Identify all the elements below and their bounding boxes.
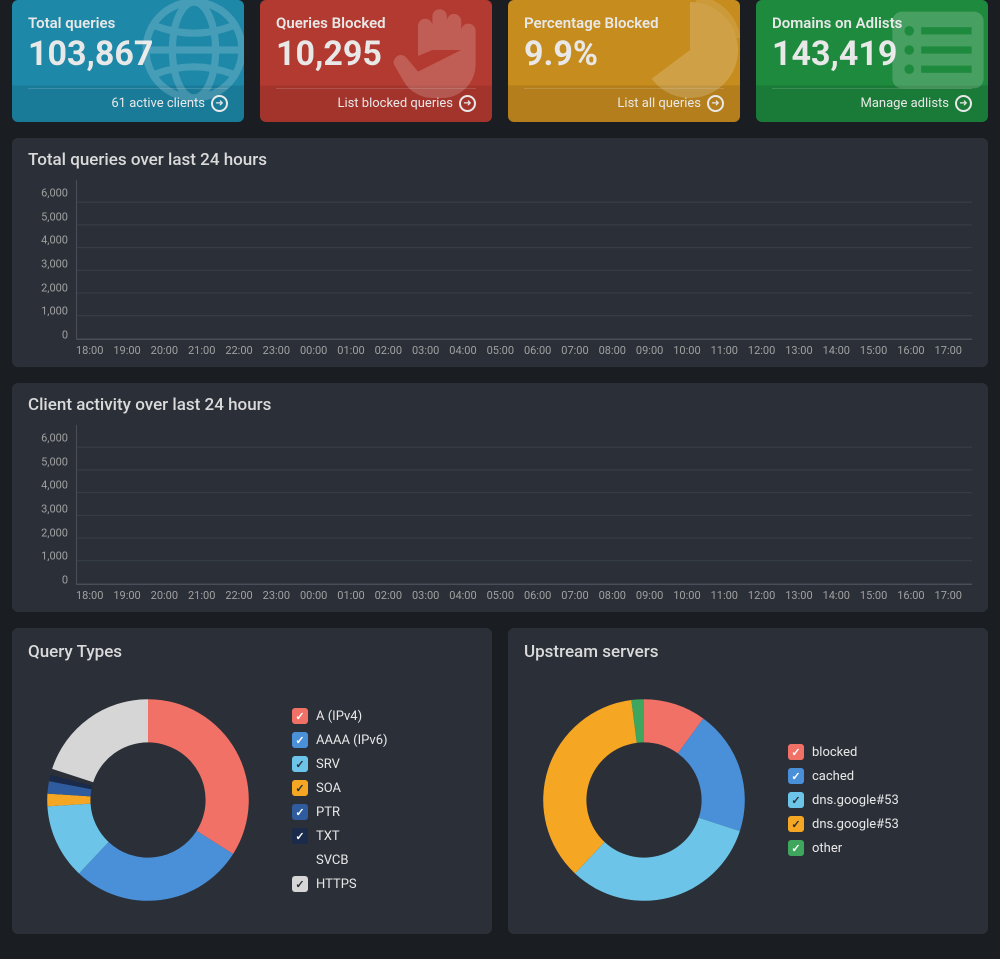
queries-chart: 6,0005,0004,0003,0002,0001,0000 18:0019:…	[28, 180, 972, 357]
legend-label: blocked	[812, 745, 857, 760]
legend-swatch	[292, 852, 308, 868]
legend-item[interactable]: AAAA (IPv6)	[292, 732, 388, 748]
donut-slice[interactable]	[543, 700, 637, 873]
donut-slice[interactable]	[148, 699, 249, 854]
legend-swatch	[292, 756, 308, 772]
legend-item[interactable]: dns.google#53	[788, 816, 899, 832]
stat-card-3: Domains on Adlists 143,419 Manage adlist…	[756, 0, 988, 122]
stat-card-0: Total queries 103,867 61 active clients …	[12, 0, 244, 122]
legend-swatch	[788, 840, 804, 856]
stat-card-2: Percentage Blocked 9.9% List all queries…	[508, 0, 740, 122]
legend-item[interactable]: dns.google#53	[788, 792, 899, 808]
client-chart: 6,0005,0004,0003,0002,0001,0000 18:0019:…	[28, 425, 972, 602]
legend-label: dns.google#53	[812, 817, 899, 832]
donut-row: Query Types A (IPv4) AAAA (IPv6) SRV SOA PTR…	[0, 628, 1000, 950]
donut-slice[interactable]	[575, 818, 740, 901]
query-types-donut	[28, 680, 268, 920]
legend-item[interactable]: SOA	[292, 780, 388, 796]
legend-swatch	[788, 768, 804, 784]
hand-icon	[382, 0, 492, 110]
stat-cards-row: Total queries 103,867 61 active clients …	[0, 0, 1000, 138]
query-types-title: Query Types	[28, 642, 476, 662]
legend-swatch	[292, 876, 308, 892]
legend-swatch	[788, 792, 804, 808]
legend-item[interactable]: blocked	[788, 744, 899, 760]
legend-label: SVCB	[316, 853, 348, 868]
stat-card-1: Queries Blocked 10,295 List blocked quer…	[260, 0, 492, 122]
legend-label: HTTPS	[316, 877, 357, 892]
upstream-title: Upstream servers	[524, 642, 972, 662]
client-chart-title: Client activity over last 24 hours	[28, 395, 972, 415]
legend-item[interactable]: A (IPv4)	[292, 708, 388, 724]
legend-label: TXT	[316, 829, 340, 844]
globe-icon	[134, 0, 244, 110]
client-chart-panel: Client activity over last 24 hours 6,000…	[12, 383, 988, 612]
legend-label: cached	[812, 769, 854, 784]
upstream-donut	[524, 680, 764, 920]
donut-slice[interactable]	[52, 699, 148, 782]
query-types-panel: Query Types A (IPv4) AAAA (IPv6) SRV SOA PTR…	[12, 628, 492, 934]
query-types-legend: A (IPv4) AAAA (IPv6) SRV SOA PTR TXT SVCB HTTPS	[292, 708, 388, 892]
legend-item[interactable]: PTR	[292, 804, 388, 820]
legend-label: dns.google#53	[812, 793, 899, 808]
legend-label: SOA	[316, 781, 341, 796]
upstream-panel: Upstream servers blocked cached dns.google…	[508, 628, 988, 934]
legend-label: A (IPv4)	[316, 709, 362, 724]
list-icon	[878, 0, 988, 110]
legend-swatch	[788, 816, 804, 832]
queries-chart-title: Total queries over last 24 hours	[28, 150, 972, 170]
upstream-legend: blocked cached dns.google#53 dns.google#53 o…	[788, 744, 899, 856]
queries-chart-panel: Total queries over last 24 hours 6,0005,…	[12, 138, 988, 367]
legend-label: other	[812, 841, 842, 856]
pie-icon	[630, 0, 740, 110]
legend-swatch	[292, 708, 308, 724]
legend-item[interactable]: SVCB	[292, 852, 388, 868]
legend-item[interactable]: cached	[788, 768, 899, 784]
legend-item[interactable]: other	[788, 840, 899, 856]
legend-swatch	[788, 744, 804, 760]
legend-label: AAAA (IPv6)	[316, 733, 388, 748]
legend-swatch	[292, 804, 308, 820]
legend-item[interactable]: TXT	[292, 828, 388, 844]
legend-swatch	[292, 828, 308, 844]
legend-label: SRV	[316, 757, 340, 772]
legend-swatch	[292, 732, 308, 748]
legend-label: PTR	[316, 805, 340, 820]
legend-item[interactable]: HTTPS	[292, 876, 388, 892]
legend-swatch	[292, 780, 308, 796]
legend-item[interactable]: SRV	[292, 756, 388, 772]
